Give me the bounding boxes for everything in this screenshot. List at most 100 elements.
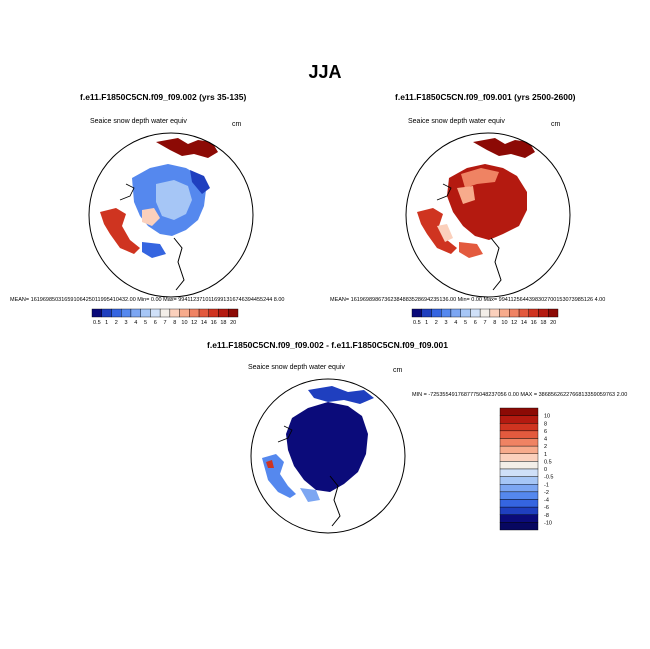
left-seaice-inner — [156, 180, 192, 220]
left-colorbar-swatch — [101, 308, 112, 318]
figure-title: JJA — [308, 62, 342, 82]
right-colorbar-tick-label: 2 — [435, 320, 438, 326]
diff-seaice-archipelago — [308, 386, 374, 404]
left-colorbar-tick-label: 3 — [125, 320, 128, 326]
diff-panel-title: f.e11.F1850C5CN.f09_f09.002 - f.e11.F185… — [207, 340, 448, 350]
diff-colorbar-swatch — [499, 461, 539, 470]
left-colorbar-tick-label: 10 — [181, 320, 187, 326]
left-map-boundary — [88, 132, 254, 298]
right-colorbar-swatch — [421, 308, 432, 318]
left-colorbar-swatch — [228, 308, 239, 318]
right-colorbar-swatch — [509, 308, 520, 318]
right-colorbar-swatch — [470, 308, 481, 318]
right-colorbar-tick-label: 4 — [454, 320, 457, 326]
left-colorbar-tick-label: 18 — [220, 320, 226, 326]
left-colorbar-swatch — [130, 308, 141, 318]
right-seaice-archipelago — [473, 138, 535, 158]
left-colorbar-tick-label: 6 — [154, 320, 157, 326]
diff-colorbar-swatch — [499, 476, 539, 485]
right-colorbar-swatch — [479, 308, 491, 318]
diff-colorbar-tick-label: -6 — [544, 505, 549, 511]
diff-colorbar-swatch — [499, 430, 539, 439]
left-colorbar-swatch — [121, 308, 132, 318]
left-colorbar-tick-label: 16 — [211, 320, 217, 326]
diff-colorbar-tick-label: -10 — [544, 520, 552, 526]
diff-stats: MIN = -7253554917687775048237056 0.00 MA… — [412, 392, 628, 398]
diff-colorbar-tick-label: 10 — [544, 414, 550, 420]
left-colorbar-tick-label: 1 — [105, 320, 108, 326]
right-colorbar-swatch — [489, 308, 500, 318]
diff-colorbar-swatch — [499, 415, 539, 424]
diff-colorbar-tick-label: 0 — [544, 467, 547, 473]
diff-colorbar-swatch — [499, 499, 539, 508]
diff-seaice-main — [286, 402, 368, 492]
right-colorbar-tick-label: 20 — [550, 320, 556, 326]
diff-colorbar-swatch — [499, 491, 539, 500]
left-seaice-archipelago — [156, 138, 218, 158]
left-coastline-2 — [119, 183, 135, 201]
right-colorbar-tick-label: 10 — [501, 320, 507, 326]
right-colorbar-tick-label: 12 — [511, 320, 517, 326]
diff-colorbar-swatch — [499, 506, 539, 515]
right-coastline — [490, 237, 502, 291]
right-coastline-2 — [436, 183, 452, 201]
right-seaice-light-patch — [457, 186, 475, 204]
diff-colorbar-swatch — [499, 438, 539, 447]
right-seaice-rim — [417, 208, 457, 254]
left-colorbar-tick-label: 2 — [115, 320, 118, 326]
left-seaice-tongue — [142, 242, 166, 258]
right-stats: MEAN= 16196989867362384883528694235136.0… — [330, 297, 606, 303]
left-colorbar-tick-label: 8 — [173, 320, 176, 326]
left-colorbar: 0.5 1 2 3 4 5 6 7 8 10 12 14 16 18 20 — [91, 308, 239, 326]
diff-colorbar-swatch — [499, 468, 539, 477]
diff-polar-map — [250, 378, 406, 534]
diff-colorbar-tick-label: 0.5 — [544, 459, 552, 465]
diff-colorbar-tick-label: -0.5 — [544, 475, 553, 481]
diff-colorbar-swatch — [499, 522, 539, 531]
diff-seaice-tongue — [300, 488, 320, 502]
left-colorbar-swatch — [189, 308, 200, 318]
left-colorbar-tick-label: 0.5 — [93, 320, 101, 326]
diff-colorbar: 108 6 42 10.5 0 -0.5-1 -2 -4-6 -8-10 — [499, 407, 553, 531]
right-colorbar-swatch — [411, 308, 422, 318]
diff-variable-label: Seaice snow depth water equiv — [248, 364, 345, 371]
right-seaice-tongue — [459, 242, 483, 258]
diff-coastline — [329, 475, 341, 527]
left-colorbar-swatch — [179, 308, 190, 318]
diff-colorbar-swatch — [499, 484, 539, 493]
diff-colorbar-tick-label: 2 — [544, 444, 547, 450]
right-colorbar-swatch — [499, 308, 510, 318]
right-colorbar-tick-label: 14 — [521, 320, 527, 326]
left-colorbar-swatch — [208, 308, 219, 318]
diff-colorbar-tick-label: -2 — [544, 490, 549, 496]
diff-colorbar-swatch — [499, 453, 539, 462]
left-units-label: cm — [232, 121, 242, 128]
right-map-boundary — [405, 132, 571, 298]
left-colorbar-swatch — [169, 308, 180, 318]
right-variable-label: Seaice snow depth water equiv — [408, 118, 505, 125]
left-panel-title: f.e11.F1850C5CN.f09_f09.002 (yrs 35-135) — [80, 92, 247, 102]
diff-colorbar-tick-label: 1 — [544, 452, 547, 458]
right-units-label: cm — [551, 121, 561, 128]
diff-colorbar-tick-label: 8 — [544, 421, 547, 427]
left-colorbar-tick-label: 14 — [201, 320, 207, 326]
right-colorbar-tick-label: 8 — [493, 320, 496, 326]
left-colorbar-swatch — [111, 308, 122, 318]
right-colorbar-tick-label: 1 — [425, 320, 428, 326]
left-polar-map — [88, 132, 254, 298]
right-colorbar-swatch — [441, 308, 452, 318]
right-colorbar-swatch — [548, 308, 559, 318]
right-colorbar-tick-label: 6 — [474, 320, 477, 326]
diff-units-label: cm — [393, 367, 403, 374]
left-colorbar-tick-label: 20 — [230, 320, 236, 326]
right-colorbar-tick-label: 5 — [464, 320, 467, 326]
left-colorbar-swatch — [159, 308, 171, 318]
left-colorbar-swatch — [218, 308, 229, 318]
diff-colorbar-tick-label: -8 — [544, 513, 549, 519]
right-colorbar-swatch — [528, 308, 539, 318]
right-seaice-warm-band — [461, 168, 499, 188]
diff-seaice-red-spot — [266, 460, 274, 468]
left-colorbar-swatch — [198, 308, 209, 318]
left-seaice-warm-patch — [142, 208, 160, 226]
right-colorbar-swatch — [431, 308, 442, 318]
